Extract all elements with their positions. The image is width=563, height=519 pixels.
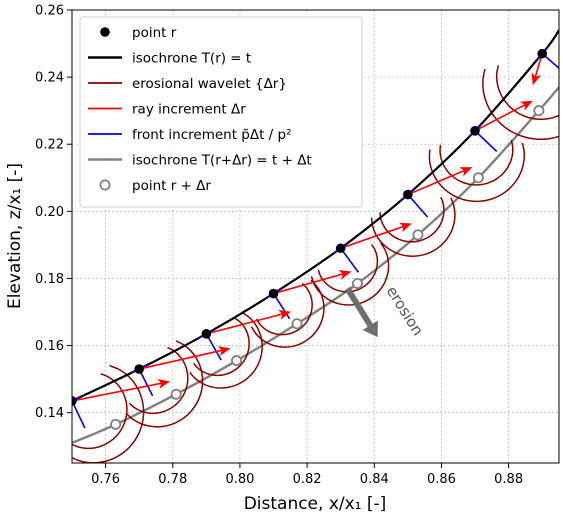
erosional-wavelet xyxy=(193,317,250,377)
erosional-wavelet xyxy=(482,68,559,141)
erosion-arrow-head xyxy=(362,320,378,338)
legend-label: point r + Δr xyxy=(132,178,211,194)
legend-label: front increment p̃Δt / p² xyxy=(132,127,292,143)
y-tick-label: 0.24 xyxy=(35,71,64,86)
legend-item: point r xyxy=(100,25,177,41)
plot-frame xyxy=(71,9,560,464)
legend-label: point r xyxy=(132,25,177,41)
erosion-arrow-shaft xyxy=(344,286,373,327)
ray-increment xyxy=(474,102,528,132)
erosional-wavelet xyxy=(370,197,456,257)
ray-arrowhead xyxy=(338,269,352,280)
ray-increment xyxy=(340,224,407,250)
erosional-wavelet xyxy=(310,242,390,306)
point-r xyxy=(403,189,413,200)
isochrone-t-dt-line xyxy=(72,86,559,444)
point-r xyxy=(335,243,346,254)
y-tick-label: 0.26 xyxy=(35,4,64,19)
erosional-wavelet xyxy=(72,373,128,450)
point-r-plus-dr xyxy=(110,418,122,430)
ray-arrowhead xyxy=(519,100,533,111)
ray-increment xyxy=(206,312,286,335)
ray-increment xyxy=(138,348,225,370)
point-r xyxy=(537,48,548,59)
legend-label: isochrone T(r+Δr) = t + Δt xyxy=(132,153,312,169)
ray-arrowhead xyxy=(157,378,171,389)
point-r xyxy=(268,288,279,299)
legend-swatch xyxy=(99,179,111,191)
point-r-plus-dr xyxy=(170,388,182,400)
x-tick-label: 0.76 xyxy=(91,472,120,487)
y-tick-label: 0.16 xyxy=(35,339,64,354)
erosional-wavelet xyxy=(255,282,313,336)
ray-increment xyxy=(407,168,468,196)
legend: point r isochrone T(r) = t erosional wavel… xyxy=(79,16,363,208)
ray-arrowhead xyxy=(278,309,292,320)
y-tick-label: 0.14 xyxy=(35,406,64,421)
point-r xyxy=(72,396,77,406)
legend-item: ray increment Δr xyxy=(88,102,246,118)
erosional-wavelet xyxy=(495,65,559,121)
plot-contents xyxy=(72,29,559,463)
legend-box xyxy=(79,16,363,208)
legend-item: isochrone T(r) = t xyxy=(88,51,251,67)
legend-swatch xyxy=(100,27,110,37)
ray-increment xyxy=(72,381,165,402)
front-increment xyxy=(138,368,154,397)
y-tick-label: 0.18 xyxy=(35,272,64,287)
x-tick-label: 0.84 xyxy=(360,472,389,487)
x-tick-label: 0.82 xyxy=(293,472,322,487)
point-r-plus-dr xyxy=(472,172,484,184)
legend-item: erosional wavelet {Δr} xyxy=(88,76,287,92)
x-tick-label: 0.86 xyxy=(427,472,456,487)
erosional-wavelet xyxy=(317,243,379,293)
ray-arrowhead xyxy=(531,72,542,86)
front-increment xyxy=(205,333,222,361)
ray-arrowhead xyxy=(217,346,231,356)
legend-item: point r + Δr xyxy=(99,178,211,194)
front-increment xyxy=(541,53,559,70)
ray-arrowhead xyxy=(398,222,412,233)
front-increment xyxy=(407,194,429,218)
ray-arrowhead xyxy=(459,167,473,177)
erosional-wavelet xyxy=(250,279,325,348)
legend-label: isochrone T(r) = t xyxy=(132,51,251,67)
point-r-plus-dr xyxy=(351,277,363,289)
point-r-plus-dr xyxy=(412,229,424,241)
point-r xyxy=(470,126,480,136)
x-axis-label: Distance, x/x₁ [-] xyxy=(244,494,387,514)
erosional-wavelet xyxy=(379,196,445,243)
erosional-wavelet xyxy=(439,139,514,186)
point-r xyxy=(201,329,212,339)
point-r-plus-dr xyxy=(291,318,303,330)
y-axis-label: Elevation, z/x₁ [-] xyxy=(5,163,25,309)
axis-ticks: 0.76 0.78 0.80 0.82 0.84 0.86 0.88 0.14 0.16 0.18… xyxy=(35,4,523,488)
point-r-plus-dr xyxy=(533,105,545,117)
erosional-wavelet xyxy=(428,142,526,203)
point-r-plus-dr xyxy=(231,355,243,367)
legend-item: front increment p̃Δt / p² xyxy=(88,127,292,143)
ray-increment xyxy=(273,272,346,295)
legend-item: isochrone T(r+Δr) = t + Δt xyxy=(88,153,312,169)
x-tick-label: 0.80 xyxy=(225,472,254,487)
erosional-wavelet xyxy=(189,312,263,389)
x-tick-label: 0.88 xyxy=(494,472,523,487)
point-r xyxy=(134,364,144,374)
front-tick xyxy=(72,396,81,402)
legend-label: erosional wavelet {Δr} xyxy=(132,76,287,92)
front-increment xyxy=(474,130,498,153)
legend-label: ray increment Δr xyxy=(132,102,246,118)
y-tick-label: 0.22 xyxy=(35,138,64,153)
front-increment xyxy=(340,247,360,273)
front-increment xyxy=(72,400,86,429)
y-tick-label: 0.20 xyxy=(35,205,64,220)
x-tick-label: 0.78 xyxy=(158,472,187,487)
